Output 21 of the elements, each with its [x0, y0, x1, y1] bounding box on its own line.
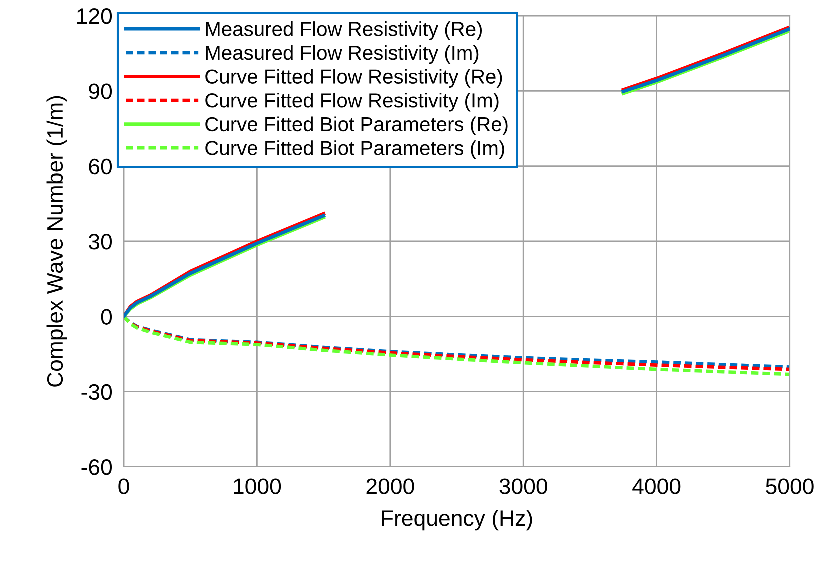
x-tick-label: 0: [118, 478, 130, 494]
y-tick-label: -30: [82, 384, 112, 400]
legend-label: Measured Flow Resistivity (Re): [206, 22, 482, 40]
legend-label: Curve Fitted Flow Resistivity (Re): [206, 69, 502, 88]
legend-label: Curve Fitted Flow Resistivity (Im): [206, 92, 499, 112]
y-tick-label: 0: [101, 309, 112, 325]
y-tick-label: 60: [89, 158, 112, 175]
x-tick-label: 3000: [500, 478, 548, 494]
y-tick-label: 90: [89, 84, 112, 100]
x-tick-label: 1000: [234, 478, 282, 494]
y-axis-title: Complex Wave Number (1/m): [46, 96, 68, 387]
legend-label: Curve Fitted Biot Parameters (Re): [206, 116, 508, 136]
y-tick-label: -60: [82, 460, 112, 476]
x-tick-label: 5000: [766, 478, 814, 494]
x-tick-label: 4000: [632, 478, 681, 494]
x-tick-label: 2000: [366, 478, 414, 494]
x-axis-title: Frequency (Hz): [382, 510, 532, 531]
legend-label: Measured Flow Resistivity (Im): [206, 45, 479, 64]
legend-label: Curve Fitted Biot Parameters (Im): [206, 140, 504, 160]
y-tick-label: 30: [89, 234, 112, 250]
y-tick-label: 120: [78, 8, 112, 24]
